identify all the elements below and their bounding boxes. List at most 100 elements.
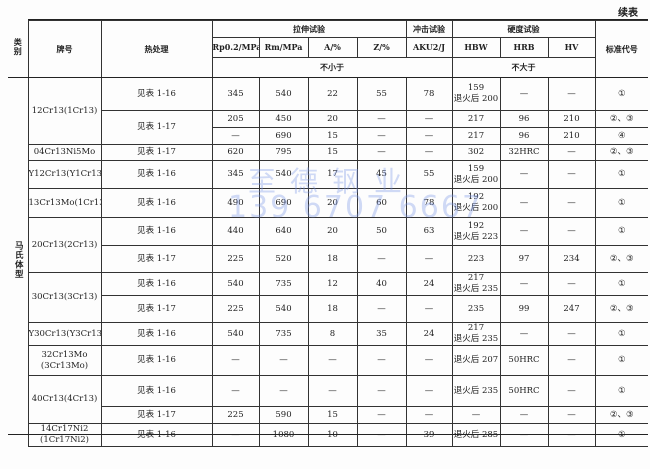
header-hbw: HBW (451, 37, 501, 58)
a-cell: 12 (307, 272, 358, 296)
aku2-cell: — (405, 144, 453, 161)
hrb-cell: — (499, 272, 549, 296)
header-rp02: Rp0.2/MPa (211, 37, 260, 58)
hv-cell: — (547, 423, 596, 447)
hrb-cell: 32HRC (499, 144, 549, 161)
standard-cell: ④ (594, 127, 648, 145)
hbw-cell: 223 (451, 245, 501, 273)
a-cell: 18 (307, 295, 358, 323)
a-cell: 17 (307, 160, 358, 189)
z-cell: 45 (356, 160, 407, 189)
table-row: 见表 1-17 225 520 18— —223 97 234 ②、③ (8, 245, 648, 273)
hv-cell: — (547, 188, 596, 218)
top-rule (28, 19, 648, 20)
hbw-cell: 192 退火后 200 (451, 188, 501, 218)
rm-cell: — (258, 345, 309, 376)
grade-cell: 12Cr13(1Cr13) (27, 77, 102, 145)
rp02-cell: 205 (211, 110, 260, 128)
table-row: 马氏体型 12Cr13(1Cr13) 见表 1-16 345 540 22 55 78 159 … (8, 77, 648, 447)
aku2-cell: — (405, 295, 453, 323)
aku2-cell: 78 (405, 77, 453, 111)
heat-treatment-cell: 见表 1-17 (100, 110, 213, 145)
header-a: A/% (307, 37, 358, 58)
z-cell: 40 (356, 272, 407, 296)
z-cell: — (356, 245, 407, 273)
table-row: 见表 1-17 225 590 15— — — — — ②、③ (8, 406, 648, 424)
z-cell: — (356, 375, 407, 407)
hv-cell: — (547, 345, 596, 376)
hrb-cell: 96 (499, 110, 549, 128)
hbw-cell: 退火后 235 (451, 375, 501, 407)
rp02-cell: 540 (211, 272, 260, 296)
heat-treatment-cell: 见表 1-16 (100, 322, 213, 346)
aku2-cell: 63 (405, 217, 453, 246)
rp02-cell: 540 (211, 322, 260, 346)
rp02-cell: 225 (211, 295, 260, 323)
hv-cell: 210 (547, 110, 596, 128)
header-grade: 牌号 (27, 20, 102, 78)
hrb-cell: — (499, 217, 549, 246)
hbw-cell: — (451, 406, 501, 424)
standard-cell: ① (594, 77, 648, 111)
table-row: 见表 1-17 225 540 18— —235 99 247 ②、③ (8, 295, 648, 323)
rm-cell: 520 (258, 245, 309, 273)
rp02-cell: — (211, 375, 260, 407)
hrb-cell: — (499, 423, 549, 447)
header-z: Z/% (356, 37, 407, 58)
hbw-cell: 退火后 285 (451, 423, 501, 447)
hv-cell: 210 (547, 127, 596, 145)
hv-cell: — (547, 272, 596, 296)
bottom-rule (8, 434, 648, 435)
hv-cell: — (547, 375, 596, 407)
hbw-cell: 159 退火后 200 (451, 160, 501, 189)
rp02-cell: 440 (211, 217, 260, 246)
rp02-cell: — (211, 127, 260, 145)
standard-cell: ① (594, 188, 648, 218)
hrb-cell: 99 (499, 295, 549, 323)
hv-cell: — (547, 406, 596, 424)
a-cell: — (307, 375, 358, 407)
standard-cell: ②、③ (594, 110, 648, 128)
heat-treatment-cell: 见表 1-16 (100, 160, 213, 189)
z-cell: — (356, 127, 407, 145)
rm-cell: 590 (258, 406, 309, 424)
z-cell: — (356, 406, 407, 424)
grade-cell: 32Cr13Mo (3Cr13Mo) (27, 345, 102, 376)
a-cell: 22 (307, 77, 358, 111)
rm-cell: 640 (258, 217, 309, 246)
standard-cell: ②、③ (594, 406, 648, 424)
rp02-cell: 345 (211, 77, 260, 111)
grade-cell: 04Cr13Ni5Mo (27, 144, 102, 161)
hbw-cell: 302 (451, 144, 501, 161)
table-row: 32Cr13Mo (3Cr13Mo) 见表 1-16— — — — — 退火后 207 50H… (8, 345, 648, 376)
aku2-cell: 24 (405, 272, 453, 296)
grade-cell: Y30Cr13(Y3Cr13) (27, 322, 102, 346)
header-tensile: 拉伸试验 (211, 20, 407, 38)
a-cell: 18 (307, 245, 358, 273)
aku2-cell: — (405, 245, 453, 273)
heat-treatment-cell: 见表 1-16 (100, 375, 213, 407)
properties-table: 类别 牌号 热处理 拉伸试验 冲击试验 硬度试验 标准代号 Rp0.2/MPa R… (8, 20, 648, 447)
hv-cell: 247 (547, 295, 596, 323)
hrb-cell: 97 (499, 245, 549, 273)
rm-cell: 450 (258, 110, 309, 128)
rp02-cell: — (211, 345, 260, 376)
table-row: 20Cr13(2Cr13) 见表 1-16 440 640 20 50 63 192 退火后 … (8, 217, 648, 273)
hv-cell: — (547, 322, 596, 346)
rp02-cell: 225 (211, 406, 260, 424)
table-row: 40Cr13(4Cr13) 见表 1-16— — — — — 退火后 235 50HRC — ① (8, 375, 648, 424)
standard-cell: ① (594, 345, 648, 376)
rm-cell: 735 (258, 322, 309, 346)
category-value: 马氏体型 (13, 241, 24, 280)
a-cell: 15 (307, 127, 358, 145)
table-row: Y12Cr13(Y1Cr13) 见表 1-16 345 540 17 45 55 159 退火… (8, 160, 648, 189)
z-cell: 60 (356, 188, 407, 218)
grade-cell: Y12Cr13(Y1Cr13) (27, 160, 102, 189)
aku2-cell: 55 (405, 160, 453, 189)
hv-cell: — (547, 144, 596, 161)
heat-treatment-cell: 见表 1-16 (100, 272, 213, 296)
z-cell: — (356, 110, 407, 128)
hbw-cell: 217 (451, 110, 501, 128)
hv-cell: 234 (547, 245, 596, 273)
heat-treatment-cell: 见表 1-17 (100, 295, 213, 323)
